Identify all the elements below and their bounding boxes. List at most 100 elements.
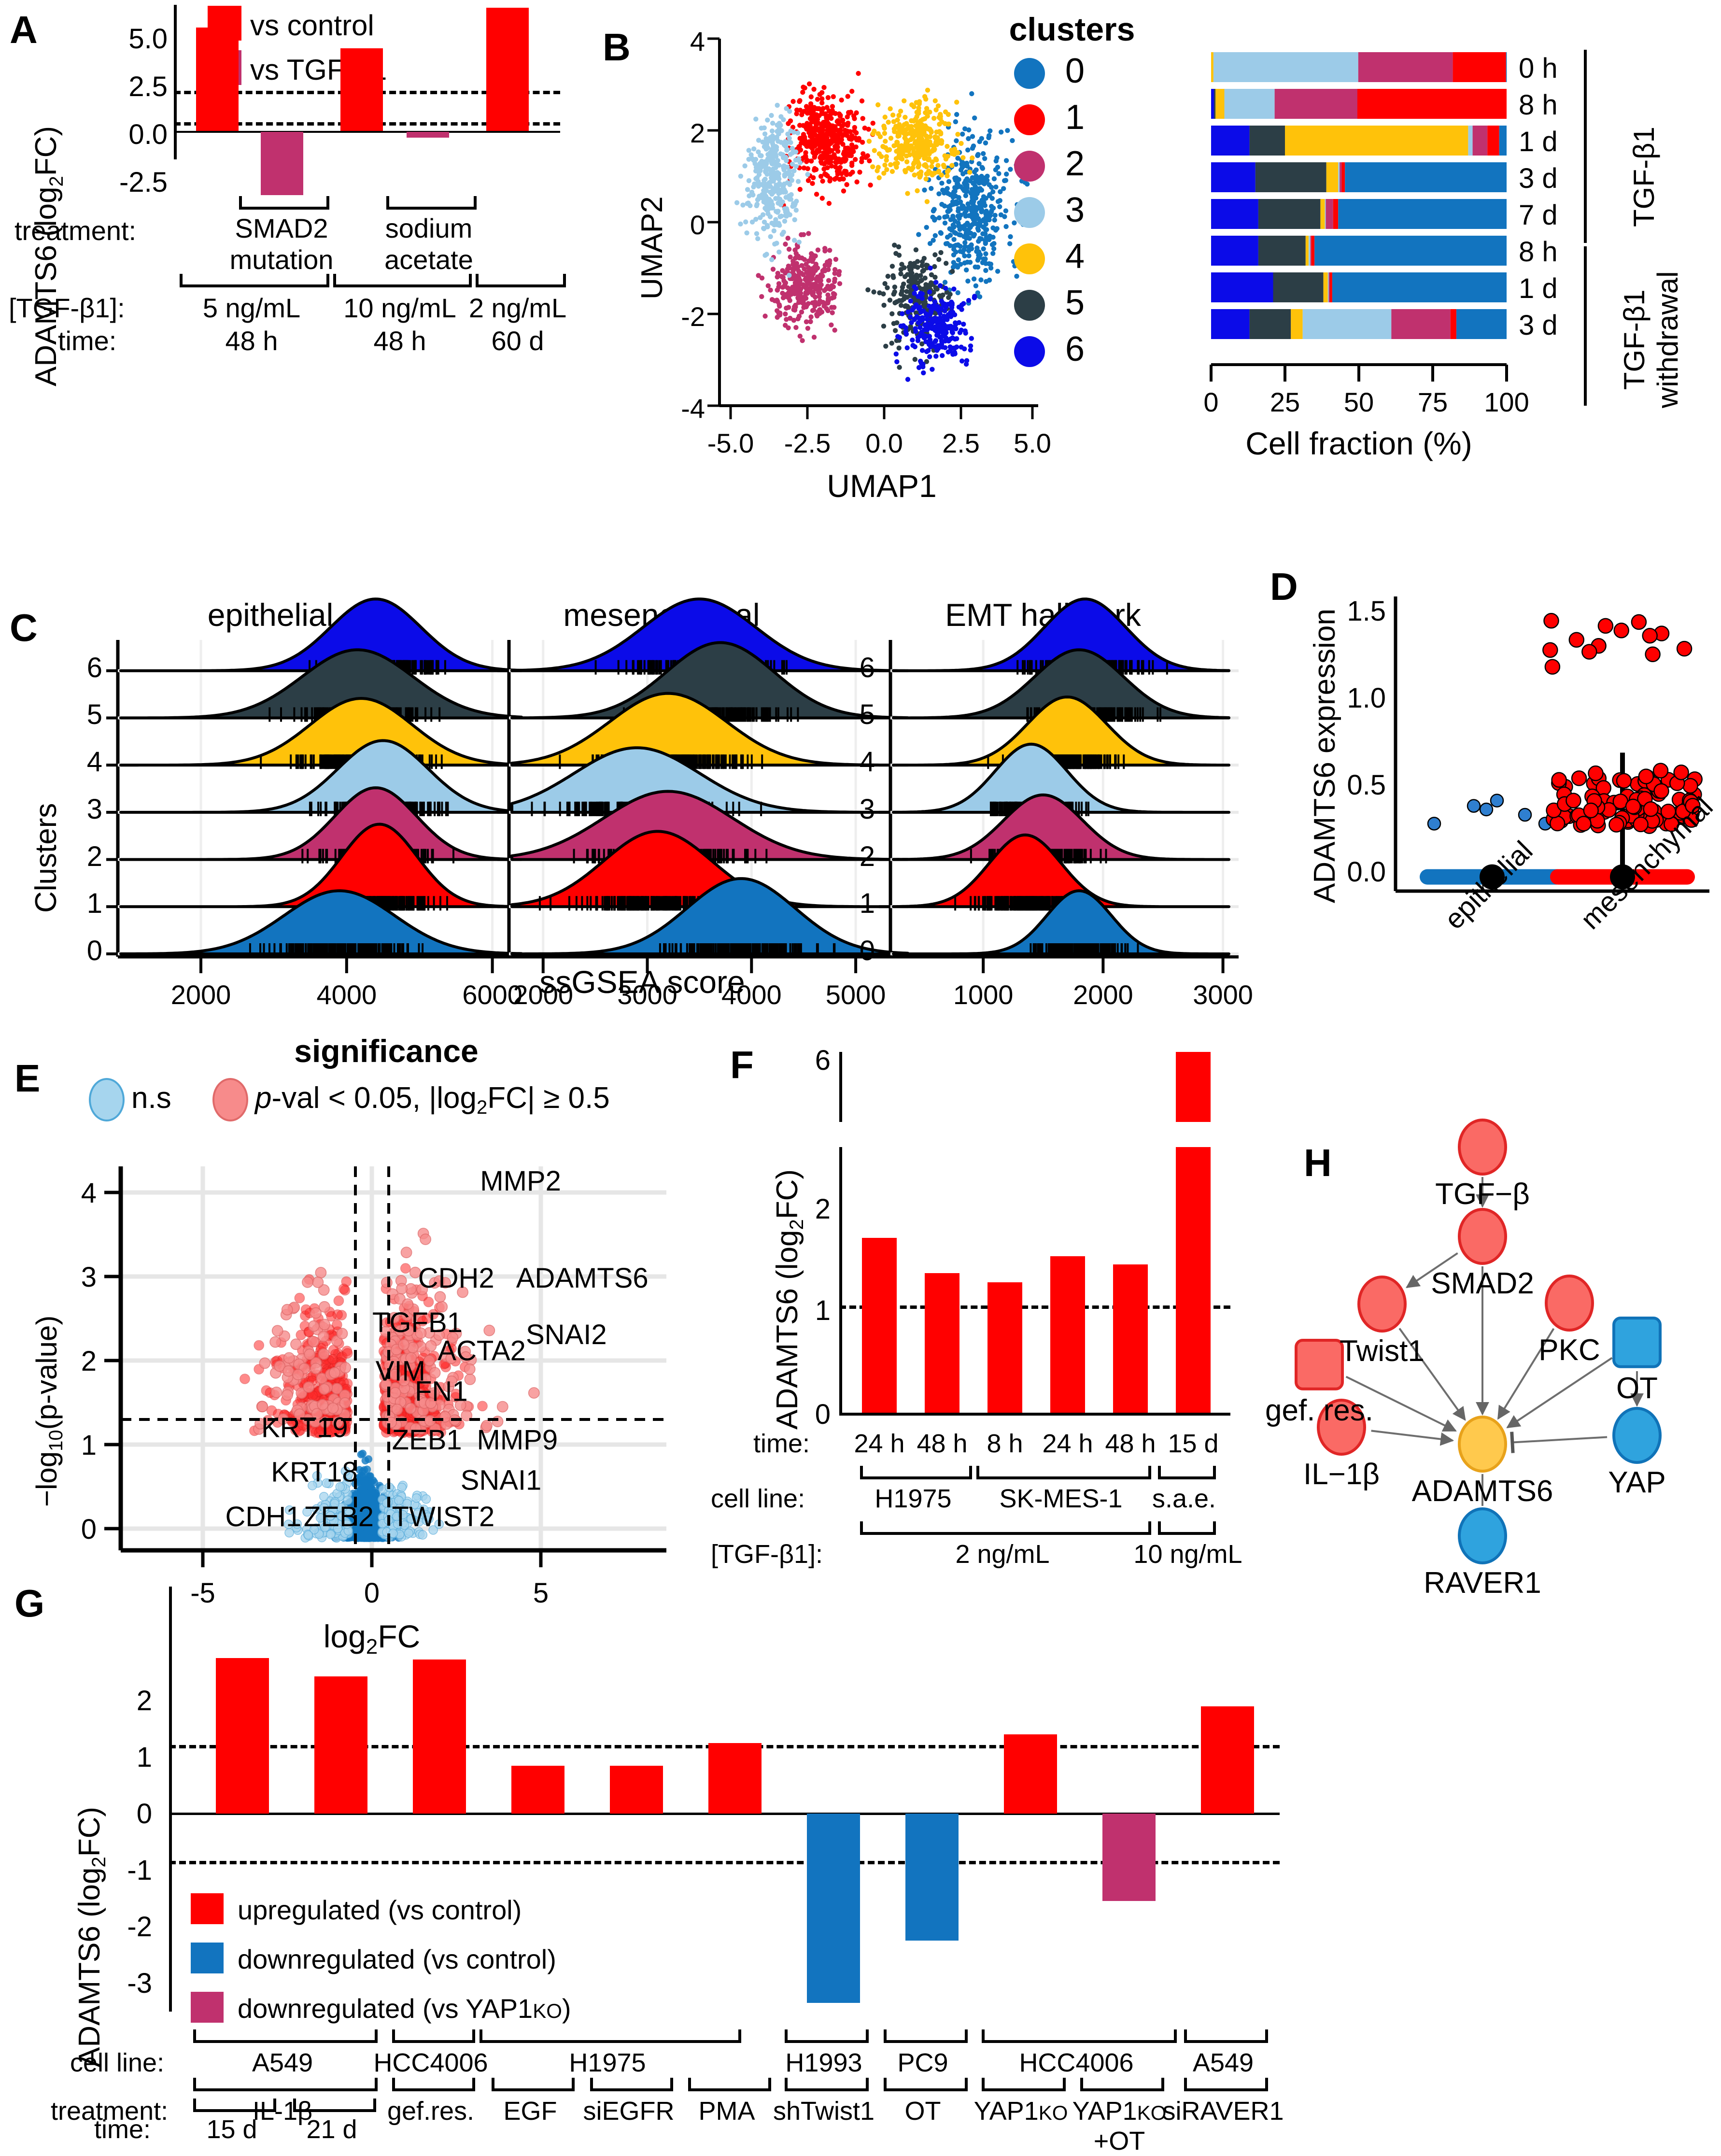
data-point bbox=[1572, 771, 1586, 785]
cluster-legend-dot-1 bbox=[1014, 104, 1045, 135]
stacked-segment bbox=[1250, 309, 1291, 339]
volcano-point-sig bbox=[272, 1325, 283, 1336]
data-point bbox=[1582, 645, 1596, 659]
panel-g-cell-bracket-1 bbox=[392, 2029, 475, 2043]
panel-d-ytick-1: 1.0 bbox=[1318, 682, 1386, 714]
data-point bbox=[1674, 765, 1689, 780]
panel-g-bar-7 bbox=[905, 1814, 959, 1941]
node-label-Twist1: Twist1 bbox=[1340, 1334, 1425, 1368]
clusters-legend-title: clusters bbox=[1009, 11, 1135, 48]
panel-g-trt-8: YAP1KO+OT bbox=[1072, 2096, 1167, 2156]
node-RAVER1[interactable] bbox=[1459, 1509, 1506, 1563]
node-Twist1[interactable] bbox=[1359, 1277, 1405, 1331]
panel-a-ylabel-sub: 2 bbox=[46, 176, 67, 186]
cellfrac-xtick-0: 0 bbox=[1203, 386, 1218, 418]
cellfrac-row-label-7: 3 d bbox=[1519, 309, 1558, 341]
panel-f-cell-bracket-0 bbox=[860, 1466, 972, 1479]
panel-g-time-0: 15 d bbox=[206, 2114, 257, 2144]
node-PKC[interactable] bbox=[1546, 1276, 1593, 1330]
panel-a-ytick-2: 0.0 bbox=[114, 118, 168, 151]
node-label-RAVER1: RAVER1 bbox=[1424, 1566, 1541, 1600]
cellfrac-xtick-4: 100 bbox=[1484, 386, 1529, 418]
panel-a-conc-bracket-0 bbox=[180, 274, 329, 287]
panel-g-trt-bracket-3 bbox=[590, 2078, 673, 2091]
panel-a-label: A bbox=[10, 11, 38, 49]
panel-d-plot bbox=[1391, 589, 1721, 927]
volcano-point-sig bbox=[318, 1331, 329, 1342]
panel-g-time-bracket-1 bbox=[293, 2099, 376, 2112]
panel-c-ytick: 3 bbox=[64, 793, 102, 825]
data-point bbox=[1519, 808, 1531, 821]
panel-g-trt-bracket-5 bbox=[785, 2078, 869, 2091]
panel-f-bar-1 bbox=[925, 1273, 959, 1413]
stacked-segment bbox=[1255, 162, 1326, 192]
stacked-segment bbox=[1342, 162, 1345, 192]
umap-ytick-3: -2 bbox=[664, 301, 705, 332]
umap-points bbox=[734, 71, 1030, 382]
panel-d-ytick-2: 0.5 bbox=[1318, 769, 1386, 801]
node-SMAD2[interactable] bbox=[1459, 1209, 1506, 1263]
node-ADAMTS6[interactable] bbox=[1459, 1417, 1506, 1471]
panel-b-label: B bbox=[603, 28, 631, 67]
panel-a-time-1: 48 h bbox=[374, 325, 426, 356]
data-point bbox=[1552, 773, 1566, 787]
volcano-point-sig bbox=[381, 1277, 392, 1288]
volcano-point-sig bbox=[329, 1367, 340, 1378]
panel-f-row-time: time: bbox=[753, 1429, 810, 1459]
volcano-point-sig bbox=[405, 1403, 416, 1414]
panel-e-legend-label-0: n.s bbox=[131, 1081, 171, 1115]
volcano-point-sig bbox=[334, 1296, 343, 1305]
panel-a-time-2: 60 d bbox=[492, 325, 544, 356]
panel-g-ytick-0: 0 bbox=[106, 1798, 152, 1830]
stacked-segment bbox=[1338, 199, 1507, 229]
umap-xtick-0: -5.0 bbox=[707, 427, 754, 459]
panel-c-ytick: 5 bbox=[836, 698, 875, 731]
panel-e-ytick-3: 3 bbox=[53, 1261, 97, 1293]
panel-f-threshold bbox=[839, 1305, 1230, 1309]
panel-g-cell-5: HCC4006 bbox=[1019, 2048, 1133, 2078]
cluster-legend-dot-5 bbox=[1014, 290, 1045, 321]
panel-g-trt-4: PMA bbox=[698, 2096, 755, 2126]
node-OT[interactable] bbox=[1614, 1318, 1660, 1367]
stacked-segment bbox=[1213, 52, 1358, 82]
edge-YAP-to-ADAMTS6 bbox=[1512, 1437, 1607, 1443]
panel-f-cell-2: s.a.e. bbox=[1152, 1484, 1216, 1514]
node-TGF-β[interactable] bbox=[1459, 1120, 1506, 1174]
panel-g-trt-bracket-7 bbox=[982, 2078, 1066, 2091]
panel-a-bar-0 bbox=[196, 28, 239, 131]
cluster-legend-dot-3 bbox=[1014, 197, 1045, 228]
panel-f-cell-1: SK-MES-1 bbox=[999, 1484, 1122, 1514]
panel-a-ytick-1: 2.5 bbox=[114, 71, 168, 103]
panel-g-ytick-m1: -1 bbox=[100, 1854, 152, 1886]
panel-g-bar-5 bbox=[708, 1743, 762, 1814]
volcano-point-sig bbox=[282, 1305, 293, 1315]
panel-g-trt-bracket-2 bbox=[492, 2078, 575, 2091]
panel-g-trt-2: EGF bbox=[503, 2096, 557, 2126]
gene-label-ACTA2: ACTA2 bbox=[437, 1335, 526, 1367]
inhibit-bar bbox=[1512, 1432, 1513, 1453]
panel-f-bar-4 bbox=[1113, 1264, 1148, 1413]
cluster-legend-label-5: 5 bbox=[1065, 283, 1085, 323]
panel-f-bar-2 bbox=[987, 1282, 1022, 1413]
stacked-segment bbox=[1306, 236, 1309, 266]
volcano-point-sig bbox=[484, 1325, 494, 1336]
stacked-segment bbox=[1357, 89, 1507, 119]
panel-g-bar-3 bbox=[511, 1766, 564, 1814]
gene-label-ADAMTS6: ADAMTS6 bbox=[516, 1262, 649, 1294]
stacked-segment bbox=[1258, 199, 1321, 229]
node-YAP[interactable] bbox=[1614, 1408, 1660, 1462]
panel-g-row-time: time: bbox=[94, 2114, 151, 2144]
panel-g-legend-swatch-1 bbox=[191, 1943, 224, 1973]
volcano-point-sig bbox=[424, 1297, 434, 1307]
panel-g-trt-bracket-6 bbox=[884, 2078, 968, 2091]
node-gef. res.[interactable] bbox=[1296, 1340, 1342, 1389]
panel-f-time-1: 48 h bbox=[917, 1429, 967, 1459]
umap-xlabel: UMAP1 bbox=[827, 468, 936, 504]
volcano-point-sig bbox=[302, 1277, 313, 1288]
panel-g-bar-4 bbox=[610, 1766, 663, 1814]
panel-f: F ADAMTS6 (log2FC) 6 2 1 0 time: 24 h 48… bbox=[700, 990, 1255, 1594]
stacked-segment bbox=[1453, 52, 1506, 82]
